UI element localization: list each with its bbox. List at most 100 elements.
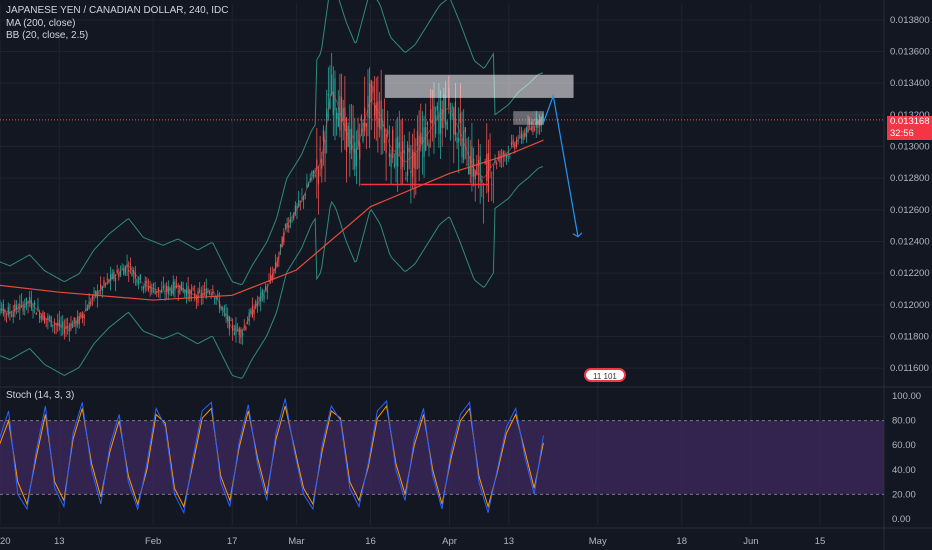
candle — [464, 127, 466, 132]
candle — [81, 315, 84, 319]
consolidation-zone — [513, 111, 544, 125]
candle — [326, 108, 328, 123]
candle — [233, 332, 235, 335]
price-tick-label: 0.011600 — [890, 363, 929, 374]
candle — [534, 129, 536, 130]
candle — [324, 139, 326, 154]
candle — [47, 316, 49, 321]
candle — [372, 86, 374, 93]
candle — [10, 315, 13, 317]
candle — [98, 293, 100, 295]
candle — [476, 163, 478, 175]
stoch-tick-label: 60.00 — [892, 440, 916, 451]
time-tick-label: 17 — [227, 536, 238, 547]
candle — [418, 135, 420, 168]
candle — [192, 288, 194, 290]
ma-legend[interactable]: MA (200, close) — [6, 18, 76, 29]
candle — [314, 174, 316, 177]
candle — [134, 272, 136, 279]
candle — [303, 196, 305, 200]
candle — [479, 156, 481, 181]
bollinger-basis — [0, 91, 544, 332]
candle — [245, 327, 247, 330]
candle — [20, 300, 23, 302]
bb-legend[interactable]: BB (20, close, 2.5) — [6, 30, 89, 41]
candle — [266, 290, 268, 293]
candle — [501, 157, 503, 159]
candle — [426, 122, 428, 125]
candle — [80, 312, 82, 317]
candle — [383, 127, 386, 144]
candle — [164, 292, 166, 294]
candle — [299, 200, 301, 202]
candle — [446, 121, 448, 130]
candle — [486, 153, 488, 181]
candle — [128, 269, 130, 272]
candle — [294, 205, 296, 215]
candle — [91, 296, 94, 300]
candle — [306, 183, 308, 189]
candle — [271, 274, 273, 280]
candle — [45, 318, 47, 320]
stoch-legend[interactable]: Stoch (14, 3, 3) — [6, 390, 75, 401]
symbol-title[interactable]: JAPANESE YEN / CANADIAN DOLLAR, 240, IDC — [6, 5, 229, 16]
candle — [187, 285, 189, 295]
candle — [504, 154, 506, 156]
candle — [436, 105, 438, 111]
stoch-tick-label: 40.00 — [892, 465, 916, 476]
candle — [373, 105, 376, 116]
price-tick-label: 0.013600 — [890, 47, 930, 58]
candle — [75, 320, 77, 327]
price-tick-label: 0.012000 — [890, 300, 930, 311]
candle — [124, 266, 127, 273]
stoch-tick-label: 20.00 — [892, 489, 916, 500]
candle — [220, 306, 222, 310]
stoch-band — [0, 420, 884, 495]
candle — [439, 100, 442, 134]
candle — [345, 118, 348, 152]
candle — [337, 113, 339, 127]
candle — [484, 161, 486, 164]
events-badge[interactable]: 11 101 — [584, 368, 626, 382]
candle — [182, 287, 184, 293]
candle — [459, 113, 461, 124]
candle — [118, 273, 120, 278]
candle — [131, 272, 133, 276]
candle — [403, 150, 405, 154]
candle — [312, 170, 315, 174]
candle — [174, 281, 176, 291]
candle — [109, 274, 112, 282]
candle — [301, 197, 303, 199]
candle — [481, 179, 483, 183]
candle — [522, 135, 524, 140]
candle — [441, 108, 443, 128]
candle — [370, 80, 372, 102]
candle — [293, 212, 295, 219]
candle — [296, 205, 298, 210]
candle — [357, 129, 359, 147]
candle — [103, 280, 105, 285]
candle — [319, 148, 321, 151]
candle — [496, 162, 498, 165]
candle — [487, 153, 490, 192]
candle — [180, 281, 183, 291]
candle — [58, 319, 61, 327]
candle — [390, 153, 392, 168]
candle — [14, 304, 16, 313]
candle — [273, 269, 275, 272]
candle — [454, 101, 457, 136]
candle — [255, 301, 257, 308]
time-tick-label: Mar — [288, 536, 304, 547]
candle — [425, 127, 427, 151]
candle — [334, 78, 336, 111]
candle — [449, 112, 452, 120]
candle — [88, 301, 90, 310]
candle — [240, 329, 242, 338]
price-tick-label: 0.012600 — [890, 205, 930, 216]
candle — [207, 291, 209, 293]
candle — [222, 307, 224, 309]
candle — [0, 309, 1, 314]
candle — [360, 116, 362, 121]
candle — [43, 315, 46, 323]
